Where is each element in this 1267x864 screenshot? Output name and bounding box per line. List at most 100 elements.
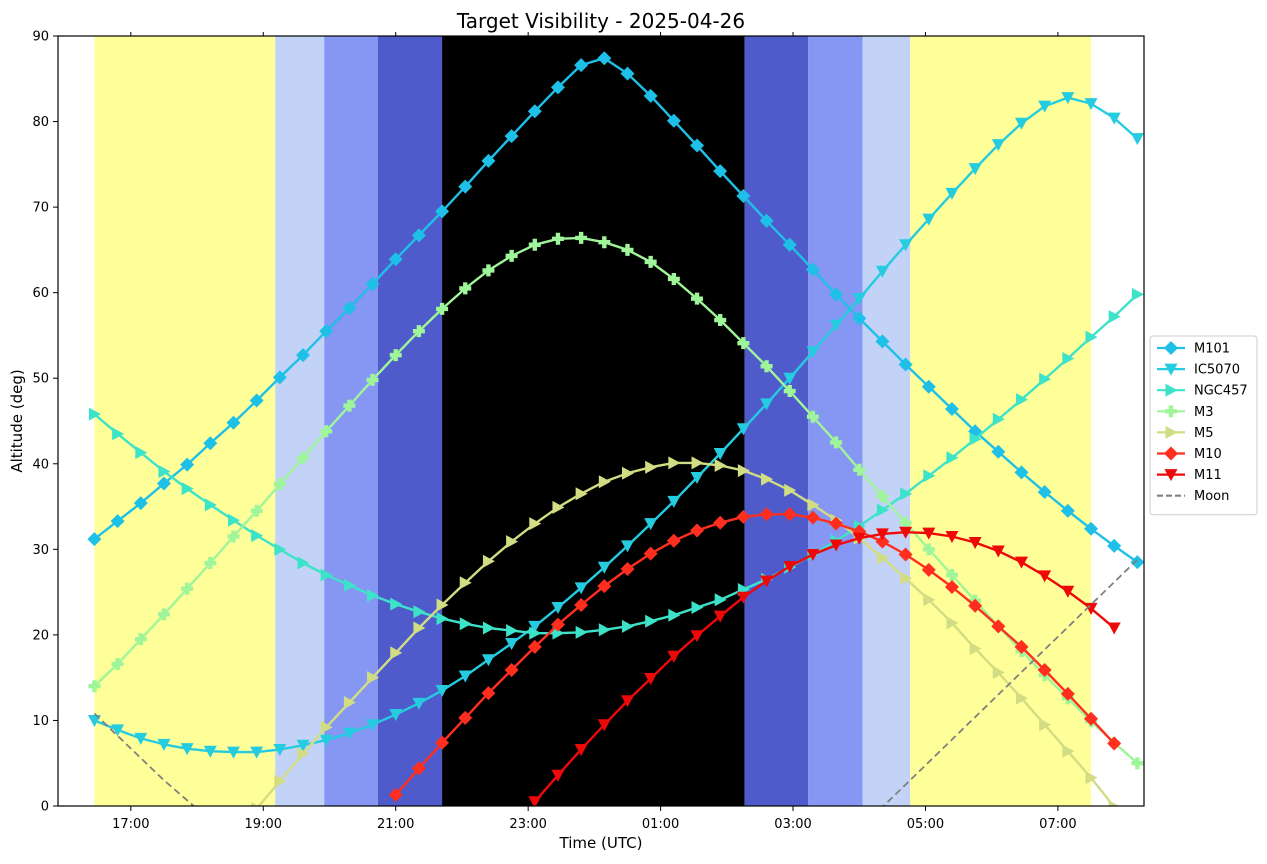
data-point-ngc457 bbox=[343, 578, 356, 592]
data-point-m101 bbox=[156, 476, 171, 491]
data-point-m11 bbox=[644, 673, 658, 686]
data-point-m10 bbox=[736, 509, 751, 524]
data-point-ic5070 bbox=[157, 738, 171, 751]
data-point-m11 bbox=[829, 539, 843, 552]
data-point-m101 bbox=[643, 88, 658, 103]
y-tick-label: 30 bbox=[32, 543, 49, 558]
data-point-m10 bbox=[921, 562, 936, 577]
data-point-m5 bbox=[807, 498, 820, 512]
data-point-m3 bbox=[598, 236, 611, 249]
data-point-m11 bbox=[1038, 570, 1052, 583]
data-point-m3 bbox=[157, 608, 170, 621]
data-point-ic5070 bbox=[1038, 100, 1052, 113]
data-point-m101 bbox=[1107, 538, 1122, 553]
data-point-ic5070 bbox=[389, 708, 403, 721]
data-point-m11 bbox=[667, 650, 681, 663]
band-2 bbox=[324, 36, 378, 806]
data-point-m101 bbox=[411, 228, 426, 243]
data-point-m101 bbox=[597, 51, 612, 66]
data-point-ic5070 bbox=[366, 719, 380, 732]
data-point-m101 bbox=[319, 324, 334, 339]
data-point-m5 bbox=[645, 460, 658, 474]
legend-entry-m10: M10 bbox=[1157, 446, 1222, 462]
data-point-ic5070 bbox=[134, 732, 148, 745]
legend-entry-m3: M3 bbox=[1157, 405, 1214, 420]
data-point-m5 bbox=[1085, 771, 1098, 785]
data-point-m5 bbox=[390, 646, 403, 660]
series-m11 bbox=[528, 526, 1121, 806]
data-point-m11 bbox=[736, 591, 750, 604]
data-point-m3 bbox=[111, 657, 124, 670]
data-point-m10 bbox=[643, 546, 658, 561]
data-point-ic5070 bbox=[1084, 98, 1098, 111]
data-point-m5 bbox=[668, 456, 681, 470]
data-point-m10 bbox=[481, 686, 496, 701]
data-point-m10 bbox=[1084, 711, 1099, 726]
data-point-m5 bbox=[621, 466, 634, 480]
data-point-ngc457 bbox=[367, 589, 380, 603]
series-line-ic5070 bbox=[93, 96, 1139, 754]
y-tick-label: 0 bbox=[41, 800, 49, 815]
legend-label: M3 bbox=[1194, 405, 1214, 420]
data-point-m11 bbox=[899, 526, 913, 539]
data-point-m3 bbox=[691, 292, 704, 305]
data-point-m10 bbox=[991, 619, 1006, 634]
data-point-ngc457 bbox=[1015, 393, 1028, 407]
data-point-m5 bbox=[552, 500, 565, 514]
data-point-ic5070 bbox=[226, 746, 240, 759]
y-tick-label: 40 bbox=[32, 457, 49, 472]
data-point-m5 bbox=[506, 535, 519, 549]
data-point-ngc457 bbox=[436, 612, 449, 626]
data-point-m11 bbox=[991, 545, 1005, 558]
data-point-ngc457 bbox=[413, 605, 426, 619]
data-point-m3 bbox=[853, 463, 866, 476]
data-point-m10 bbox=[550, 617, 565, 632]
data-point-m10 bbox=[388, 787, 403, 802]
data-point-m101 bbox=[1060, 503, 1075, 518]
data-point-ic5070 bbox=[319, 734, 333, 747]
data-point-ic5070 bbox=[852, 293, 866, 306]
y-tick-label: 20 bbox=[32, 628, 49, 643]
data-point-m11 bbox=[1061, 585, 1075, 598]
data-point-ngc457 bbox=[1131, 287, 1144, 301]
data-point-m101 bbox=[296, 348, 311, 363]
data-point-m3 bbox=[876, 490, 889, 503]
data-point-ic5070 bbox=[713, 448, 727, 461]
data-point-m3 bbox=[181, 582, 194, 595]
data-point-m101 bbox=[875, 334, 890, 349]
data-point-m11 bbox=[760, 575, 774, 588]
data-point-ic5070 bbox=[250, 746, 264, 759]
x-tick-label: 07:00 bbox=[1039, 817, 1076, 832]
legend-label: M101 bbox=[1194, 342, 1230, 357]
data-point-m11 bbox=[597, 719, 611, 732]
data-point-ngc457 bbox=[668, 608, 681, 622]
data-point-m5 bbox=[1039, 718, 1052, 732]
data-point-ic5070 bbox=[273, 744, 287, 757]
legend-label: NGC457 bbox=[1194, 384, 1248, 399]
twilight-bands bbox=[94, 36, 1092, 806]
data-point-m5 bbox=[459, 576, 472, 590]
data-point-m101 bbox=[226, 415, 241, 430]
data-point-ngc457 bbox=[227, 513, 240, 527]
data-point-ic5070 bbox=[806, 346, 820, 359]
data-point-m10 bbox=[875, 534, 890, 549]
data-point-ic5070 bbox=[991, 139, 1005, 152]
data-point-ngc457 bbox=[506, 624, 519, 638]
data-point-m10 bbox=[713, 515, 728, 530]
data-point-ic5070 bbox=[899, 239, 913, 252]
legend-label: M5 bbox=[1194, 426, 1214, 441]
data-point-ngc457 bbox=[1039, 372, 1052, 386]
band-1 bbox=[275, 36, 325, 806]
data-point-m10 bbox=[1107, 736, 1122, 751]
data-point-m101 bbox=[713, 164, 728, 179]
data-point-ngc457 bbox=[923, 469, 936, 483]
data-point-ngc457 bbox=[135, 446, 148, 460]
data-point-m3 bbox=[273, 478, 286, 491]
x-tick-label: 17:00 bbox=[112, 817, 149, 832]
data-point-m101 bbox=[944, 402, 959, 417]
data-point-m5 bbox=[969, 642, 982, 656]
data-point-m5 bbox=[274, 774, 287, 788]
data-point-ic5070 bbox=[412, 697, 426, 710]
data-point-m101 bbox=[203, 436, 218, 451]
data-point-ngc457 bbox=[992, 412, 1005, 426]
